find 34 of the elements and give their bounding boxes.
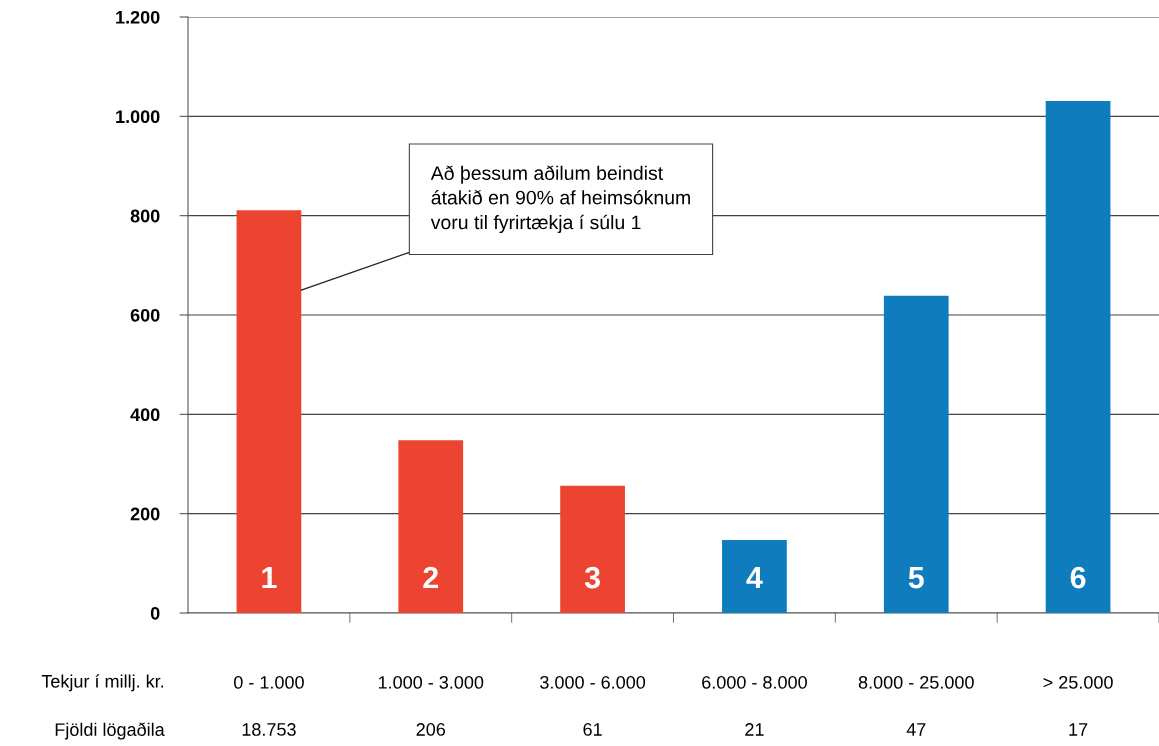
bar xyxy=(722,539,787,613)
text: 61 xyxy=(583,723,602,736)
y-tick-label: 600 xyxy=(130,308,160,322)
annotation: Að þessum aðilum beindist átakið en 90% af heimsóknum voru til fyrirtækja í súlu 1 xyxy=(430,165,690,234)
x-tick-label: 1.000 - 3.000 xyxy=(378,675,484,689)
text: 18.753 xyxy=(242,723,296,736)
bar xyxy=(1045,100,1111,613)
y-tick-label: 400 xyxy=(130,408,160,422)
bar xyxy=(883,295,949,613)
bar xyxy=(236,210,302,613)
x-tick-label: 8.000 - 25.000 xyxy=(858,675,974,689)
annotation: 3 xyxy=(584,566,600,589)
text: 47 xyxy=(906,723,926,736)
text: Fjöldi lögaðila xyxy=(55,722,165,740)
bar xyxy=(560,485,625,613)
y-tick-label: 0 xyxy=(150,606,160,620)
text: 17 xyxy=(1069,723,1088,736)
bar xyxy=(398,440,464,613)
x-tick-label: > 25.000 xyxy=(1043,675,1113,689)
text: 21 xyxy=(745,723,764,736)
annotation: 4 xyxy=(746,567,763,589)
y-tick-label: 1.200 xyxy=(116,10,160,24)
y-tick-label: 1.000 xyxy=(116,110,160,124)
x-tick-label: 6.000 - 8.000 xyxy=(702,675,807,689)
annotation: 1 xyxy=(262,567,277,589)
x-tick-label: 3.000 - 6.000 xyxy=(540,675,646,689)
x-axis-title: Tekjur í millj. kr. xyxy=(41,674,164,692)
text: 206 xyxy=(416,723,446,736)
annotation: 2 xyxy=(423,566,439,589)
y-tick-label: 200 xyxy=(130,507,160,521)
y-tick-label: 800 xyxy=(130,209,160,223)
annotation: 5 xyxy=(908,567,924,589)
annotation: 6 xyxy=(1070,566,1086,589)
x-tick-label: 0 - 1.000 xyxy=(233,675,304,689)
